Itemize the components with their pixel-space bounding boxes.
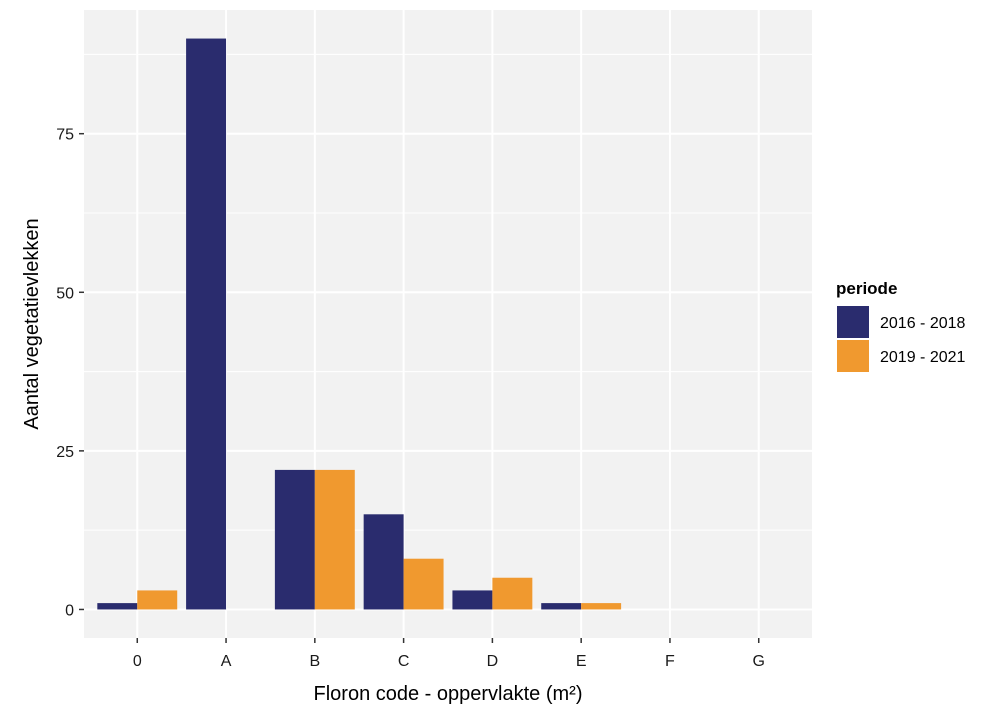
y-tick-label: 75: [56, 127, 74, 144]
y-axis-title: Aantal vegetatievlekken: [21, 218, 43, 429]
bar: [541, 603, 582, 610]
legend-label: 2016 - 2018: [880, 315, 966, 332]
legend: periode 2016 - 2018 2019 - 2021: [836, 279, 966, 372]
y-tick-label: 0: [65, 602, 74, 619]
legend-key: [837, 306, 869, 338]
x-axis: 0 A B C D E F G: [133, 638, 765, 670]
legend-label: 2019 - 2021: [880, 349, 966, 366]
bar: [363, 514, 404, 610]
x-tick-label: G: [753, 653, 765, 670]
bar: [492, 577, 533, 610]
bar: [274, 469, 315, 610]
x-tick-label: D: [487, 653, 499, 670]
x-tick-label: F: [665, 653, 675, 670]
bars: [97, 38, 622, 610]
x-axis-title: Floron code - oppervlakte (m²): [314, 683, 583, 705]
bar: [403, 558, 444, 610]
bar: [186, 38, 227, 610]
bar: [581, 603, 622, 610]
y-axis: 0 25 50 75: [56, 127, 84, 619]
legend-title: periode: [836, 279, 897, 298]
x-tick-label: 0: [133, 653, 142, 670]
x-tick-label: B: [309, 653, 320, 670]
x-tick-label: A: [221, 653, 232, 670]
y-tick-label: 25: [56, 444, 74, 461]
x-tick-label: E: [576, 653, 587, 670]
bar: [97, 603, 138, 610]
bar: [314, 469, 355, 610]
x-tick-label: C: [398, 653, 410, 670]
y-tick-label: 50: [56, 285, 74, 302]
bar: [137, 590, 178, 610]
legend-key: [837, 340, 869, 372]
bar: [452, 590, 493, 610]
